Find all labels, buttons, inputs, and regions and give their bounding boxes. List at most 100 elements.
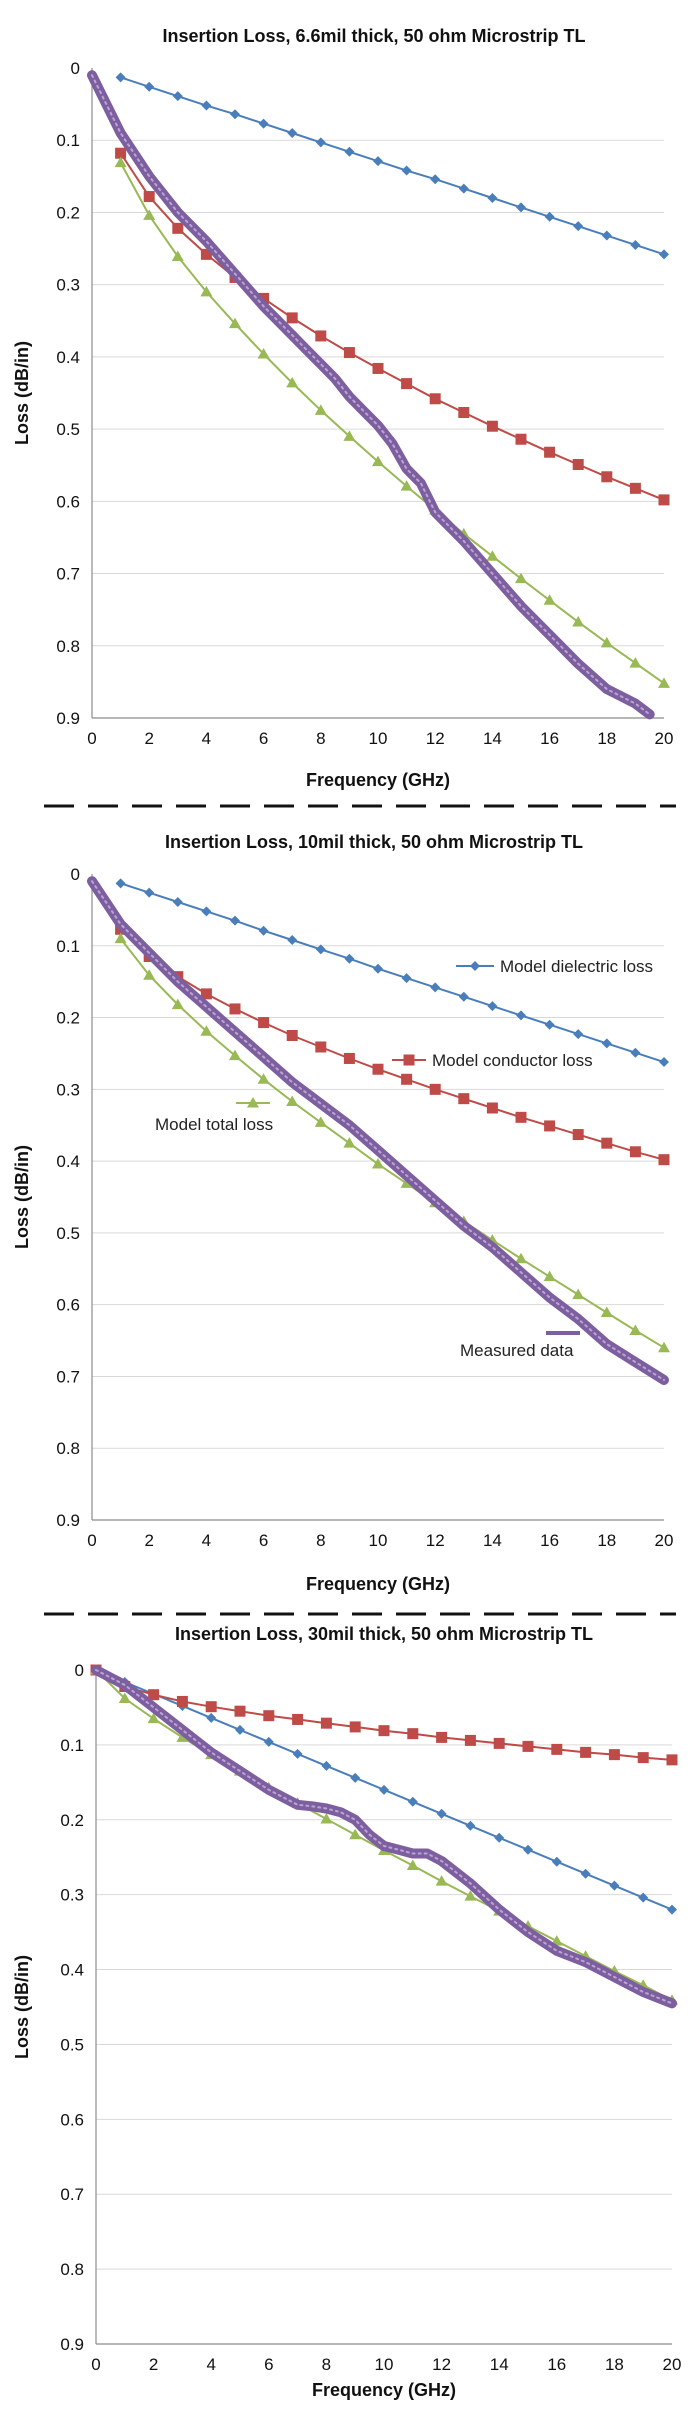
dielectric-point-15 [544,211,555,222]
dielectric-point-12 [436,1808,447,1819]
conductor-point-15 [522,1740,534,1752]
x-tick-label: 14 [483,729,502,748]
x-tick-label: 20 [655,1531,674,1550]
x-tick-label: 12 [426,729,445,748]
conductor-point-15 [544,446,556,458]
conductor-point-14 [515,433,527,445]
legend-measured: Measured data [460,1331,580,1360]
conductor-series [90,1664,678,1766]
total-point-12 [435,1875,448,1886]
x-tick-label: 20 [655,729,674,748]
conductor-point-20 [666,1754,678,1766]
conductor-point-5 [258,292,270,304]
conductor-point-19 [658,494,670,506]
measured-series [91,1665,677,2009]
total-point-16 [572,1288,585,1300]
total-point-1 [143,209,156,220]
y-tick-label: 0.2 [60,1811,84,1830]
y-axis-title: Loss (dB/in) [12,1145,32,1249]
x-axis-title: Frequency (GHz) [306,1574,450,1594]
legend-label: Model conductor loss [432,1051,593,1070]
legend-conductor-point-0 [403,1054,415,1066]
x-tick-label: 16 [547,2355,566,2374]
conductor-point-5 [258,1017,270,1029]
dielectric-point-19 [659,1057,669,1068]
dielectric-point-16 [573,1029,584,1040]
legend-total-point-0 [247,1097,259,1108]
dielectric-point-13 [487,1001,498,1012]
x-tick-label: 20 [663,2355,682,2374]
x-tick-label: 18 [597,1531,616,1550]
conductor-point-10 [401,1073,413,1085]
conductor-point-9 [349,1721,361,1733]
conductor-point-17 [601,471,613,483]
dielectric-point-15 [544,1019,555,1030]
total-point-2 [171,998,184,1010]
measured-series [87,876,669,1385]
y-tick-label: 0.3 [60,1886,84,1905]
conductor-point-1 [143,191,155,203]
dielectric-point-1 [144,887,155,898]
conductor-point-2 [172,222,184,234]
conductor-point-13 [486,420,498,432]
total-point-1 [143,969,156,980]
dielectric-point-18 [630,1047,641,1058]
dielectric-point-10 [401,973,412,984]
conductor-point-12 [436,1731,448,1743]
x-tick-label: 12 [432,2355,451,2374]
y-tick-label: 0.8 [60,2260,84,2279]
x-tick-label: 4 [206,2355,215,2374]
total-point-19 [658,677,670,688]
x-tick-label: 2 [149,2355,158,2374]
conductor-point-5 [234,1705,246,1717]
conductor-point-8 [343,347,355,359]
x-tick-label: 6 [259,729,268,748]
dielectric-point-15 [523,1844,533,1855]
dielectric-series [115,878,669,1068]
conductor-point-14 [493,1737,505,1749]
dielectric-point-6 [287,128,298,138]
dielectric-point-6 [263,1736,274,1747]
dielectric-point-14 [494,1832,505,1843]
total-point-17 [600,636,613,648]
x-tick-label: 2 [144,1531,153,1550]
x-tick-label: 12 [426,1531,445,1550]
y-tick-label: 0.1 [60,1736,84,1755]
conductor-point-18 [629,482,641,494]
conductor-point-19 [637,1752,649,1764]
dielectric-point-9 [373,156,383,167]
measured-line-texture [91,74,651,716]
conductor-point-3 [200,988,212,1000]
dielectric-point-10 [379,1784,389,1795]
conductor-point-13 [486,1102,498,1114]
total-point-9 [372,1157,384,1169]
total-point-2 [171,250,184,261]
conductor-point-11 [429,393,441,405]
total-point-0 [114,156,127,168]
conductor-point-3 [200,248,212,260]
y-tick-label: 0.6 [56,1296,80,1315]
total-point-7 [314,404,327,415]
dielectric-point-14 [516,202,526,213]
x-axis-title: Frequency (GHz) [312,2380,456,2400]
x-tick-label: 18 [605,2355,624,2374]
x-tick-label: 14 [483,1531,502,1550]
conductor-point-8 [320,1717,332,1729]
conductor-point-0 [115,147,127,159]
y-tick-label: 0.7 [60,2185,84,2204]
conductor-point-3 [176,1695,188,1707]
total-point-13 [486,550,499,561]
conductor-line [95,1669,673,1761]
y-tick-label: 0.4 [56,1152,80,1171]
dielectric-point-4 [230,109,240,120]
x-tick-label: 8 [322,2355,331,2374]
total-point-19 [658,1341,670,1353]
dielectric-point-4 [206,1712,217,1723]
conductor-point-15 [544,1120,556,1132]
legend-conductor: Model conductor loss [392,1051,593,1070]
dielectric-point-11 [407,1796,418,1807]
y-tick-label: 0 [71,59,80,78]
y-tick-label: 0.4 [56,348,80,367]
y-tick-label: 0.5 [60,2035,84,2054]
total-point-16 [572,615,585,627]
